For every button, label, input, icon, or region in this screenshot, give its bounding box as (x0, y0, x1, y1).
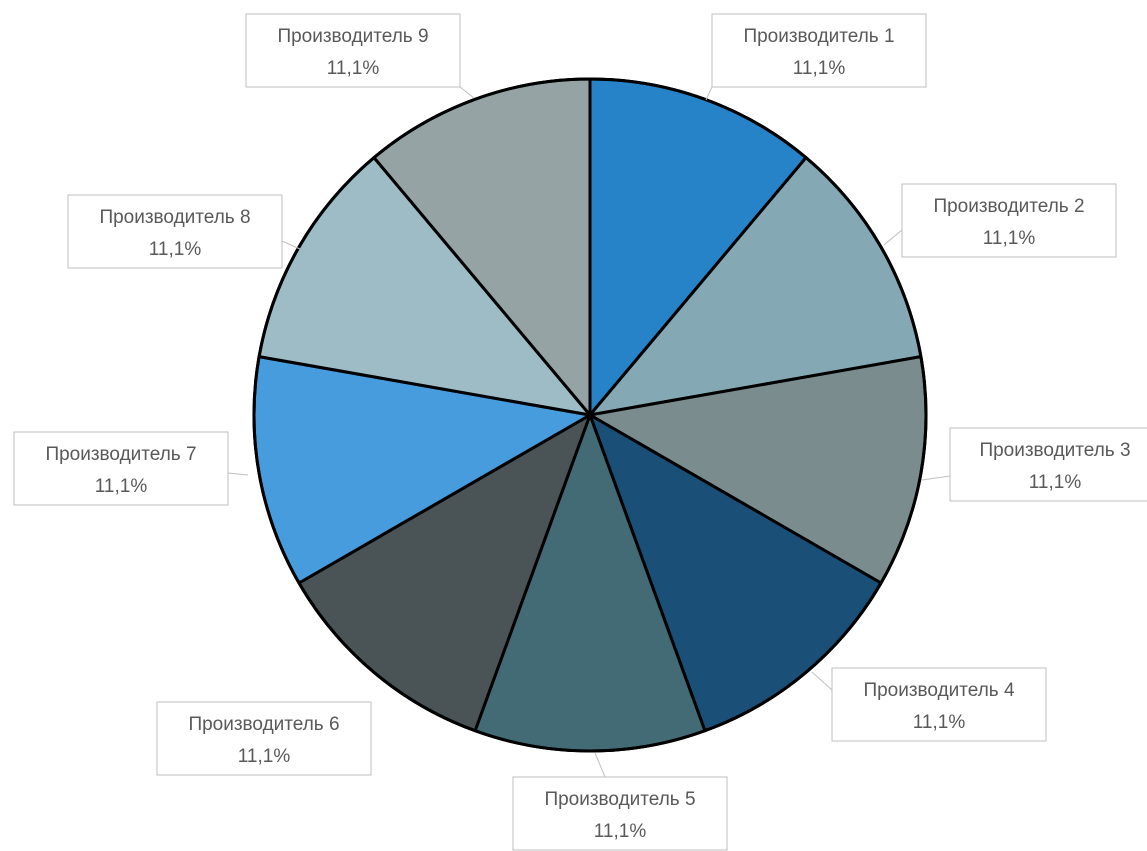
slice-percent-label: 11,1% (1029, 472, 1082, 493)
data-labels: Производитель 1 11,1% Производитель 2 11,1%… (13, 13, 1147, 851)
slice-name-label: Производитель 8 (99, 207, 250, 228)
data-label-2: Производитель 2 11,1% (901, 183, 1117, 258)
data-label-8: Производитель 8 11,1% (67, 194, 283, 269)
slice-percent-label: 11,1% (95, 476, 148, 497)
leader-line-8 (281, 240, 301, 250)
data-label-box (901, 183, 1117, 258)
data-label-box (512, 776, 728, 851)
leader-line-9 (459, 86, 475, 99)
data-label-7: Производитель 7 11,1% (13, 431, 229, 506)
data-label-box (13, 431, 229, 506)
data-label-3: Производитель 3 11,1% (949, 427, 1147, 502)
pie-slices (252, 77, 928, 753)
leader-line-2 (883, 229, 903, 246)
data-label-box (245, 13, 461, 88)
data-label-box (67, 194, 283, 269)
slice-percent-label: 11,1% (983, 228, 1036, 249)
slice-name-label: Производитель 5 (544, 789, 695, 810)
data-label-5: Производитель 5 11,1% (512, 776, 728, 851)
data-label-1: Производитель 1 11,1% (711, 13, 927, 88)
leader-line-1 (705, 86, 713, 101)
data-label-box (949, 427, 1147, 502)
slice-name-label: Производитель 7 (45, 444, 196, 465)
leader-line-7 (227, 472, 249, 476)
data-label-4: Производитель 4 11,1% (831, 667, 1047, 742)
slice-percent-label: 11,1% (327, 58, 380, 79)
slice-name-label: Производитель 3 (979, 440, 1130, 461)
slice-percent-label: 11,1% (793, 58, 846, 79)
slice-name-label: Производитель 6 (188, 714, 339, 735)
slice-name-label: Производитель 1 (743, 26, 894, 47)
leader-line-5 (594, 752, 606, 778)
pie-outline (252, 77, 928, 753)
slice-name-label: Производитель 4 (863, 680, 1015, 701)
slice-name-label: Производитель 2 (933, 196, 1084, 217)
slice-percent-label: 11,1% (913, 712, 966, 733)
data-label-box (831, 667, 1047, 742)
slice-percent-label: 11,1% (149, 239, 202, 260)
leader-line-4 (811, 671, 833, 691)
data-label-9: Производитель 9 11,1% (245, 13, 461, 88)
slice-name-label: Производитель 9 (277, 26, 428, 47)
data-label-box (156, 701, 372, 776)
slice-percent-label: 11,1% (594, 821, 647, 842)
data-label-box (711, 13, 927, 88)
data-label-6: Производитель 6 11,1% (156, 701, 372, 776)
slice-percent-label: 11,1% (238, 746, 291, 767)
leader-line-3 (921, 475, 951, 481)
